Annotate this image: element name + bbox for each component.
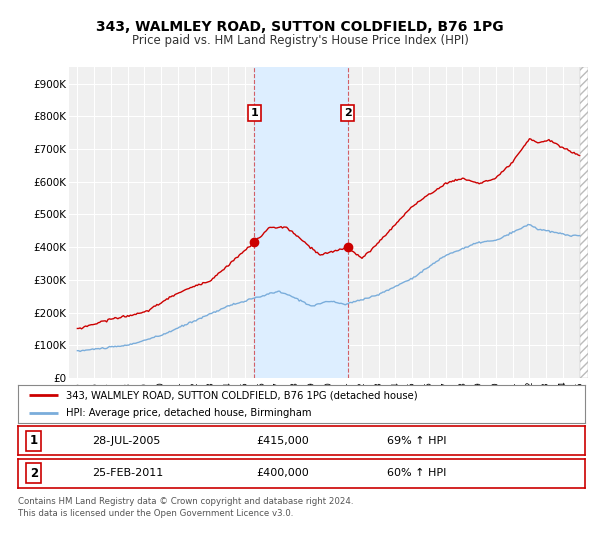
Text: 343, WALMLEY ROAD, SUTTON COLDFIELD, B76 1PG (detached house): 343, WALMLEY ROAD, SUTTON COLDFIELD, B76… (66, 390, 418, 400)
Text: 60% ↑ HPI: 60% ↑ HPI (386, 468, 446, 478)
Text: 1: 1 (30, 434, 38, 447)
Text: 25-FEB-2011: 25-FEB-2011 (92, 468, 163, 478)
Text: 2: 2 (344, 108, 352, 118)
Text: 2: 2 (30, 466, 38, 480)
Text: 343, WALMLEY ROAD, SUTTON COLDFIELD, B76 1PG: 343, WALMLEY ROAD, SUTTON COLDFIELD, B76… (96, 20, 504, 34)
Text: 69% ↑ HPI: 69% ↑ HPI (386, 436, 446, 446)
Text: £400,000: £400,000 (256, 468, 309, 478)
Text: £415,000: £415,000 (256, 436, 309, 446)
Text: Price paid vs. HM Land Registry's House Price Index (HPI): Price paid vs. HM Land Registry's House … (131, 34, 469, 46)
Text: 28-JUL-2005: 28-JUL-2005 (92, 436, 160, 446)
Text: 1: 1 (250, 108, 258, 118)
Text: Contains HM Land Registry data © Crown copyright and database right 2024.
This d: Contains HM Land Registry data © Crown c… (18, 497, 353, 517)
Text: HPI: Average price, detached house, Birmingham: HPI: Average price, detached house, Birm… (66, 408, 311, 418)
Bar (254, 67, 348, 378)
